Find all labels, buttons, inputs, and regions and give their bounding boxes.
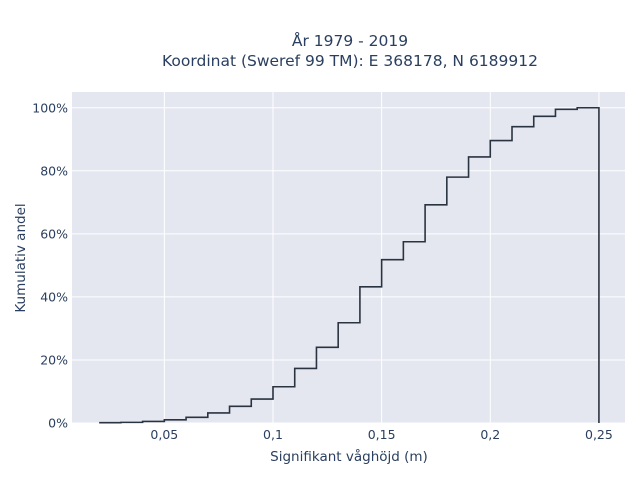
x-tick-label: 0,05	[150, 427, 178, 442]
chart-title-line-2: Koordinat (Sweref 99 TM): E 368178, N 61…	[162, 52, 538, 70]
y-tick-label: 100%	[32, 100, 68, 115]
x-tick-label: 0,2	[480, 427, 500, 442]
x-tick-label: 0,25	[585, 427, 613, 442]
y-tick-label: 20%	[40, 352, 68, 367]
tick-labels: 0,05 0,1 0,15 0,2 0,25 0% 20% 40% 60% 80% 100%	[32, 100, 613, 442]
series-layer	[99, 106, 600, 424]
x-axis-label: Signifikant våghöjd (m)	[270, 448, 428, 465]
chart-title-line-1: År 1979 - 2019	[292, 31, 408, 50]
plot-area	[72, 92, 625, 423]
y-tick-label: 0%	[48, 416, 68, 431]
x-tick-label: 0,1	[263, 427, 283, 442]
cumulative-step-line	[99, 106, 600, 424]
y-tick-label: 40%	[40, 289, 68, 304]
y-tick-label: 60%	[40, 226, 68, 241]
x-tick-label: 0,15	[368, 427, 396, 442]
y-axis-label: Kumulativ andel	[13, 203, 29, 312]
y-tick-label: 80%	[40, 163, 68, 178]
